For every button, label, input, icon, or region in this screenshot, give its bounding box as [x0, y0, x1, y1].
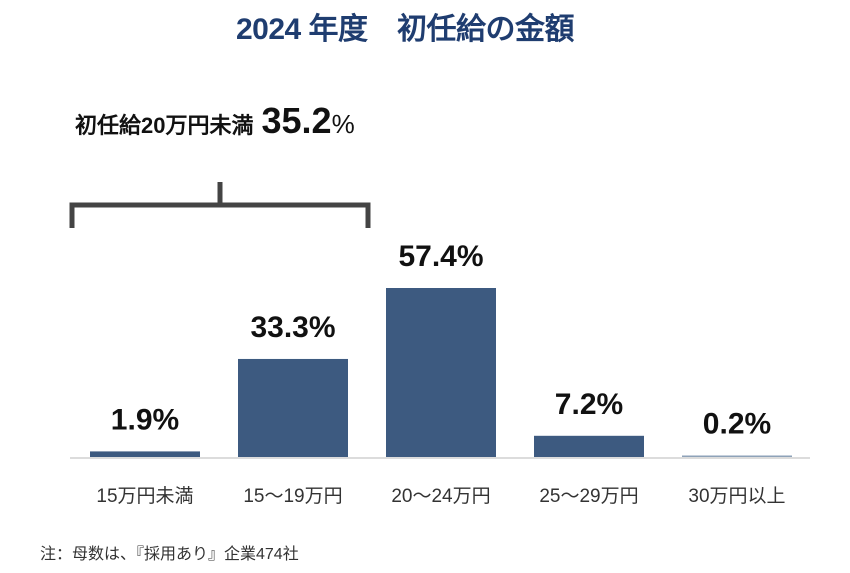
category-label: 15万円未満: [96, 485, 193, 507]
category-label: 15〜19万円: [243, 486, 342, 507]
category-label: 20〜24万円: [391, 486, 490, 507]
bar: [386, 288, 496, 457]
data-label: 7.2%: [555, 388, 623, 421]
annotation-unit: %: [331, 109, 355, 139]
category-label: 25〜29万円: [539, 486, 638, 507]
data-label: 1.9%: [111, 403, 179, 436]
annotation-summary: 初任給20万円未満 35.2%: [75, 100, 355, 142]
chart-title: 2024 年度 初任給の金額: [235, 13, 575, 46]
footnote: 注：母数は、『採用あり』企業474社: [40, 546, 299, 563]
annotation-label: 初任給20万円未満: [75, 113, 254, 138]
data-label: 33.3%: [250, 311, 335, 344]
bracket: [69, 182, 371, 228]
data-label: 57.4%: [398, 240, 483, 273]
bar: [238, 358, 348, 457]
category-label: 30万円以上: [688, 485, 785, 507]
data-label: 0.2%: [703, 408, 771, 441]
annotation-value: 35.2: [261, 100, 332, 141]
bar: [90, 451, 200, 457]
bar: [534, 435, 644, 457]
bar: [682, 455, 792, 457]
